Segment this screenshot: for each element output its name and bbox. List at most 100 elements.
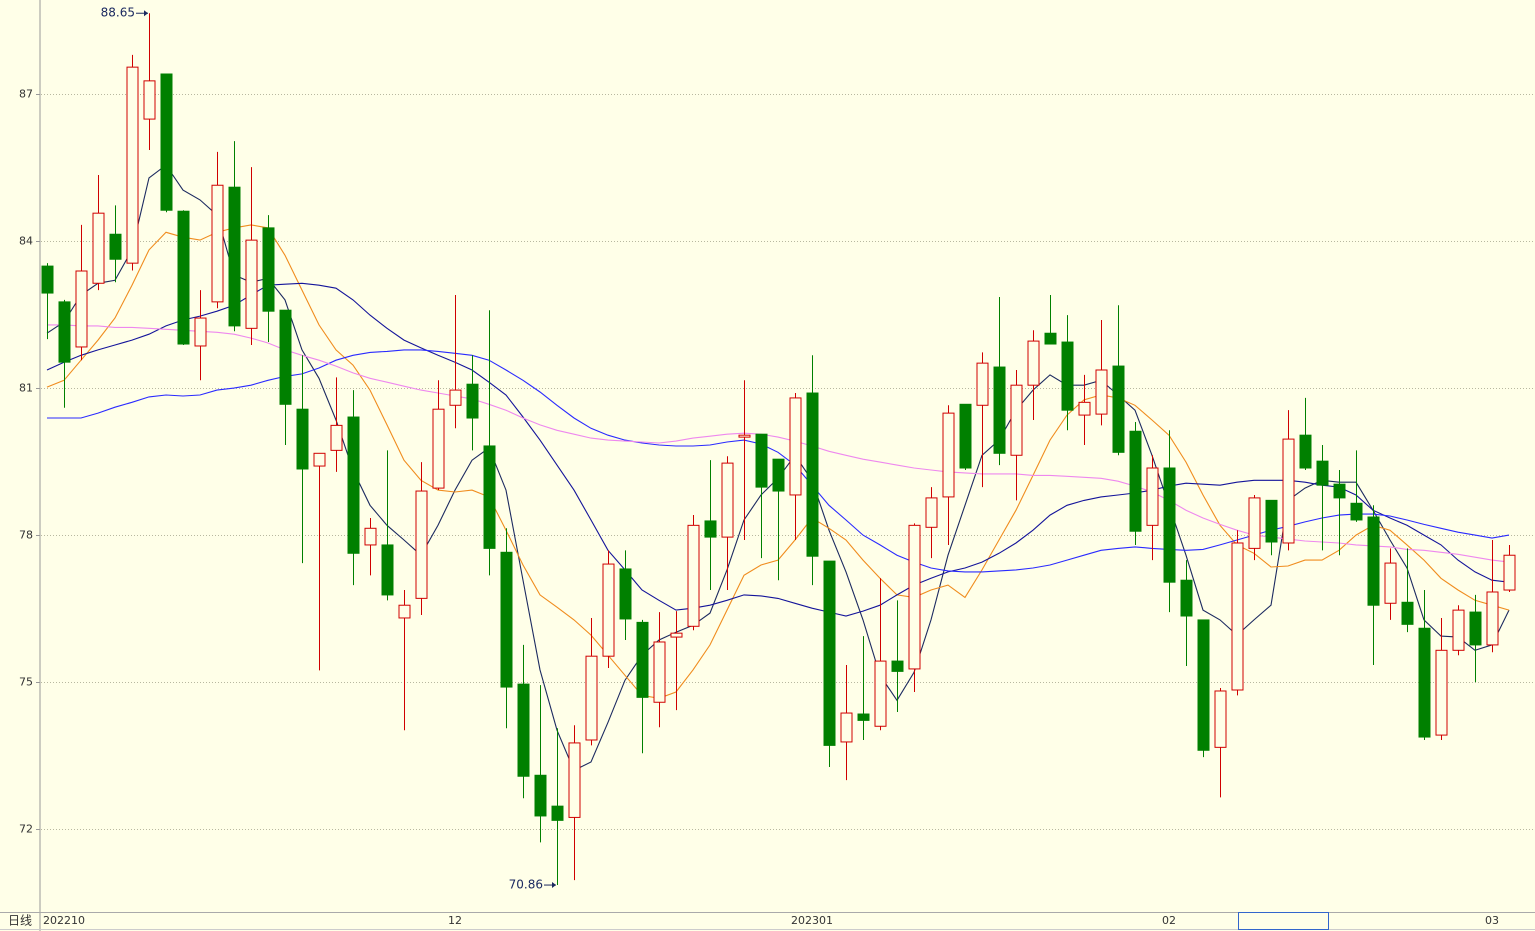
candle-body — [347, 416, 360, 554]
candle-body — [160, 73, 173, 211]
candle-body — [568, 742, 581, 818]
candle-body — [857, 713, 870, 721]
candle-body — [636, 621, 649, 698]
candle-body — [449, 389, 462, 406]
candle-body — [1299, 434, 1312, 469]
candle-body — [500, 551, 513, 688]
candle-body — [1384, 562, 1397, 604]
candle-body — [109, 233, 122, 260]
candle-body — [1265, 499, 1278, 543]
candle-body — [381, 544, 394, 596]
candle-body — [398, 604, 411, 619]
candle-body — [1078, 401, 1091, 416]
candle-body — [704, 520, 717, 538]
extreme-label: 70.86 — [509, 878, 543, 892]
candle-body — [755, 433, 768, 488]
candle-body — [1333, 483, 1346, 499]
candle-body — [602, 563, 615, 657]
candle-body — [1112, 365, 1125, 453]
candle-body — [976, 362, 989, 406]
candle-body — [279, 309, 292, 405]
candle-body — [415, 490, 428, 599]
candle-body — [840, 712, 853, 743]
candle-body — [619, 568, 632, 620]
candle-body — [1452, 609, 1465, 651]
candle-body — [772, 458, 785, 492]
candle-body — [1231, 542, 1244, 691]
x-tick-label: 03 — [1485, 914, 1499, 927]
candle-body — [585, 655, 598, 741]
candle-body — [1469, 611, 1482, 646]
candle-body — [296, 408, 309, 470]
candle-body — [908, 524, 921, 670]
x-tick-label: 202301 — [791, 914, 833, 927]
candle-body — [1095, 369, 1108, 415]
candle-body — [177, 210, 190, 345]
extreme-arrowhead — [552, 882, 556, 889]
candle-body — [993, 366, 1006, 454]
candle-body — [126, 66, 139, 264]
candle-body — [1486, 591, 1499, 646]
y-tick-label: 78 — [19, 529, 33, 542]
candle-body — [687, 524, 700, 627]
candle-body — [58, 301, 71, 363]
candle-body — [1044, 332, 1057, 345]
candle-body — [823, 560, 836, 746]
extreme-arrowhead — [144, 10, 148, 17]
candle-body — [1350, 502, 1363, 521]
period-label: 日线 — [8, 914, 32, 928]
candle-body — [874, 660, 887, 727]
y-tick-label: 81 — [19, 382, 33, 395]
candle-body — [1027, 340, 1040, 386]
candle-body — [364, 527, 377, 546]
candle-body — [1061, 341, 1074, 411]
y-tick-label: 84 — [19, 235, 33, 248]
candle-body — [942, 412, 955, 498]
candle-body — [551, 805, 564, 821]
candle-body — [806, 392, 819, 557]
candle-body — [925, 497, 938, 528]
candle-body — [670, 632, 683, 638]
candle-body — [92, 212, 105, 284]
candle-body — [75, 270, 88, 348]
candle-body — [1180, 579, 1193, 617]
candle-body — [432, 408, 445, 489]
candle-body — [41, 265, 54, 294]
candle-body — [1197, 619, 1210, 751]
candle-body — [245, 239, 258, 329]
ma-line — [46, 282, 1510, 617]
candle-body — [1129, 430, 1142, 532]
candle-body — [228, 186, 241, 327]
candle-body — [1435, 649, 1448, 736]
candle-body — [313, 452, 326, 467]
candle-body — [466, 383, 479, 419]
candle-body — [959, 403, 972, 469]
candle-body — [721, 462, 734, 538]
candle-body — [534, 774, 547, 817]
y-tick-label: 87 — [19, 88, 33, 101]
candle-body — [1367, 516, 1380, 606]
y-tick-label: 75 — [19, 676, 33, 689]
candle-body — [1316, 460, 1329, 486]
candle-body — [143, 80, 156, 120]
candle-body — [891, 660, 904, 672]
candle-body — [262, 227, 275, 312]
candle-body — [483, 445, 496, 549]
candle-body — [1401, 601, 1414, 625]
candle-body — [1146, 467, 1159, 526]
candle-body — [211, 184, 224, 303]
labels: 72 75 78 81 84 87 202210 12 202301 02 03 88.65 70.86 — [19, 6, 1499, 927]
candle-body — [330, 424, 343, 451]
candle-body — [1010, 384, 1023, 456]
candle-body — [1248, 497, 1261, 549]
y-tick-label: 72 — [19, 823, 33, 836]
candle-body — [1163, 467, 1176, 583]
selection-box[interactable] — [1238, 912, 1329, 930]
candles — [41, 13, 1516, 886]
x-tick-label: 202210 — [43, 914, 85, 927]
candle-body — [738, 434, 751, 438]
x-tick-label: 02 — [1162, 914, 1176, 927]
extreme-label: 88.65 — [101, 6, 135, 20]
candle-body — [789, 397, 802, 496]
